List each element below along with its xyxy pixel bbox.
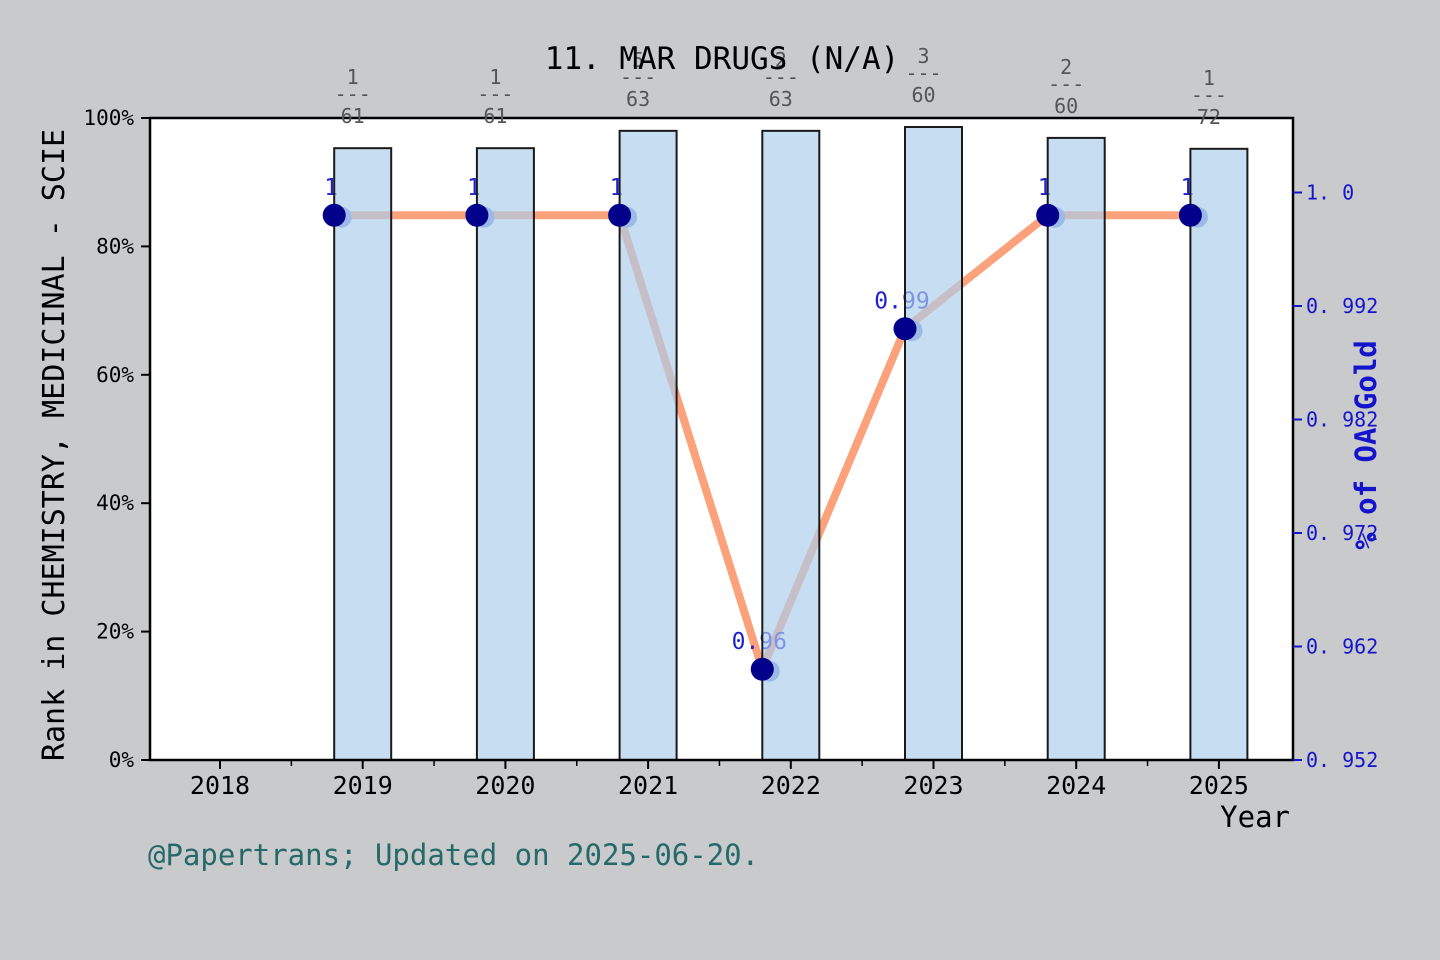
rank-fraction-denominator: 60 xyxy=(911,83,935,107)
axes-layer: 2018 2019 2020 2021 2022 2023 2024 2025 0% 20% 40%… xyxy=(83,106,1378,800)
rank-bar xyxy=(761,129,821,761)
rank-fraction-layer: 1---611---615---632---633---602---601---… xyxy=(335,44,1227,129)
rank-fraction: 2---63 xyxy=(763,48,799,111)
caption: @Papertrans; Updated on 2025-06-20. xyxy=(148,838,759,872)
x-tick-label: 2018 xyxy=(190,771,250,800)
rank-fraction-bar: --- xyxy=(620,65,656,89)
x-tick-label: 2025 xyxy=(1189,771,1249,800)
right-axis-label: % of OA Gold xyxy=(1349,340,1383,550)
data-point-marker xyxy=(893,317,917,341)
rank-fraction-denominator: 60 xyxy=(1054,94,1078,118)
rank-fraction-numerator: 1 xyxy=(1203,66,1215,90)
x-axis-label: Year xyxy=(1220,800,1290,834)
rank-fraction-numerator: 5 xyxy=(632,48,644,72)
rank-fraction-bar: --- xyxy=(335,82,371,106)
left-tick-label: 40% xyxy=(96,491,134,515)
rank-fraction-bar: --- xyxy=(905,61,941,85)
rank-fraction-denominator: 61 xyxy=(341,104,365,128)
rank-fraction-denominator: 61 xyxy=(483,104,507,128)
rank-bar xyxy=(1189,147,1249,762)
rank-fraction: 3---60 xyxy=(905,44,941,107)
rank-bar xyxy=(475,147,535,761)
rank-fraction: 1---72 xyxy=(1191,66,1227,129)
x-tick-label: 2024 xyxy=(1046,771,1106,800)
data-point-marker xyxy=(1036,203,1060,227)
rank-fraction: 1---61 xyxy=(477,65,513,128)
rank-fraction-numerator: 2 xyxy=(775,48,787,72)
data-point-marker xyxy=(322,203,346,227)
rank-bar xyxy=(904,125,963,762)
right-tick-label: 0. 972 xyxy=(1306,521,1378,545)
rank-fraction: 1---61 xyxy=(335,65,371,128)
rank-fraction-denominator: 72 xyxy=(1197,105,1221,129)
rank-fraction-bar: --- xyxy=(763,65,799,89)
data-point-marker xyxy=(750,657,774,681)
data-point-marker xyxy=(608,203,632,227)
rank-bar xyxy=(333,147,393,761)
rank-fraction-bar: --- xyxy=(477,82,513,106)
plot-frame xyxy=(148,116,1295,762)
left-axis-label: Rank in CHEMISTRY, MEDICINAL - SCIE xyxy=(37,129,72,761)
x-tick-label: 2023 xyxy=(903,771,963,800)
bar-layer xyxy=(333,125,1249,762)
data-point-marker xyxy=(1178,203,1202,227)
right-tick-label: 0. 982 xyxy=(1306,408,1378,432)
rank-bar xyxy=(1046,136,1106,762)
right-tick-label: 0. 962 xyxy=(1306,635,1378,659)
navy-marker-layer xyxy=(322,203,1202,681)
rank-fraction-numerator: 2 xyxy=(1060,55,1072,79)
rank-fraction-numerator: 1 xyxy=(489,65,501,89)
rank-fraction: 2---60 xyxy=(1048,55,1084,118)
rank-fraction-numerator: 1 xyxy=(347,65,359,89)
left-tick-label: 100% xyxy=(83,106,134,130)
left-tick-label: 20% xyxy=(96,620,134,644)
left-tick-label: 0% xyxy=(109,748,135,772)
x-tick-label: 2021 xyxy=(618,771,678,800)
x-tick-label: 2019 xyxy=(333,771,393,800)
rank-fraction-denominator: 63 xyxy=(626,87,650,111)
rank-fraction-bar: --- xyxy=(1191,83,1227,107)
right-tick-label: 0. 952 xyxy=(1306,748,1378,772)
data-point-marker xyxy=(465,203,489,227)
right-tick-label: 1. 0 xyxy=(1306,181,1354,205)
rank-fraction-denominator: 63 xyxy=(769,87,793,111)
rank-fraction: 5---63 xyxy=(620,48,656,111)
rank-bar xyxy=(618,129,678,761)
rank-fraction-bar: --- xyxy=(1048,72,1084,96)
chart-title: 11. MAR DRUGS (N/A) xyxy=(545,41,900,77)
left-tick-label: 60% xyxy=(96,363,134,387)
right-tick-label: 0. 992 xyxy=(1306,294,1378,318)
left-tick-label: 80% xyxy=(96,234,134,258)
x-tick-label: 2022 xyxy=(761,771,821,800)
rank-fraction-numerator: 3 xyxy=(917,44,929,68)
x-tick-label: 2020 xyxy=(475,771,535,800)
